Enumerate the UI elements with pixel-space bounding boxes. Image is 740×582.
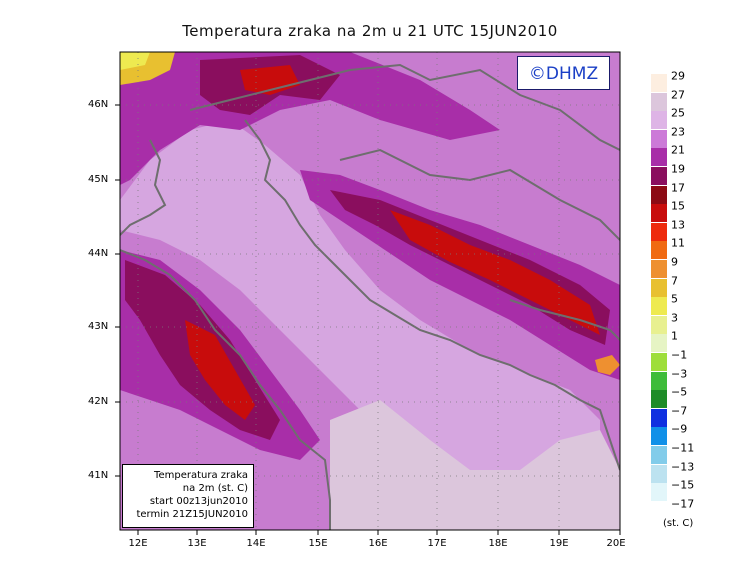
lat-label: 43N [88, 321, 109, 332]
legend-label: 15 [671, 199, 685, 213]
country-border-2 [339, 148, 620, 241]
legend-label: −17 [671, 497, 695, 511]
italy-coastline [120, 139, 331, 530]
legend-swatch [651, 353, 667, 371]
hot-core-dinaric [390, 210, 600, 335]
hot-core-north [240, 65, 300, 95]
info-line-2: na 2m (st. C) [182, 483, 248, 494]
info-line-4: termin 21Z15JUN2010 [136, 509, 248, 520]
legend-swatch [651, 185, 667, 204]
legend-label: 21 [671, 143, 685, 157]
legend-swatch [651, 222, 667, 241]
legend-swatch [651, 446, 667, 464]
legend-swatch [651, 111, 667, 130]
legend-label: 13 [671, 218, 685, 232]
legend-label: −9 [671, 422, 688, 436]
legend-swatch [651, 167, 667, 185]
legend-label: 9 [671, 255, 678, 269]
legend-swatch [651, 278, 667, 297]
hot-core-italy [185, 320, 255, 420]
legend-label: −5 [671, 385, 688, 399]
lon-label: 19E [549, 538, 569, 549]
country-border-3 [509, 299, 620, 341]
info-line-3: start 00z13jun2010 [149, 496, 248, 507]
balkan-coastline [244, 119, 620, 471]
lat-label: 45N [88, 174, 109, 185]
legend-label: 19 [671, 162, 685, 176]
map-frame [119, 51, 621, 531]
legend-swatch [651, 464, 667, 483]
country-border-1 [189, 63, 620, 151]
legend-label: −13 [671, 460, 695, 474]
legend-swatch [651, 204, 667, 223]
legend-swatch [651, 390, 667, 409]
legend-label: −1 [671, 348, 688, 362]
legend-swatch [651, 501, 667, 520]
lon-label: 17E [427, 538, 447, 549]
legend-label: 25 [671, 106, 685, 120]
legend-swatch [651, 260, 667, 278]
legend-label: 5 [671, 292, 678, 306]
legend-swatch [651, 92, 667, 111]
info-box: Temperatura zraka na 2m (st. C) start 00… [122, 464, 254, 528]
legend-swatch [651, 129, 667, 148]
lat-label: 42N [88, 396, 109, 407]
legend-swatch [651, 371, 667, 390]
legend-label: 23 [671, 125, 685, 139]
map-title: Temperatura zraka na 2m u 21 UTC 15JUN20… [182, 22, 558, 40]
legend-label: 7 [671, 274, 678, 288]
lon-label: 14E [246, 538, 266, 549]
legend-swatch [651, 148, 667, 167]
legend-label: 3 [671, 311, 678, 325]
legend-swatch [651, 315, 667, 334]
legend-label: 11 [671, 236, 685, 250]
lon-label: 13E [187, 538, 207, 549]
legend-label: −11 [671, 441, 695, 455]
legend-swatch [651, 74, 667, 92]
legend-swatch [651, 427, 667, 446]
legend-swatch [651, 408, 667, 427]
hot-spot-montenegro [595, 355, 620, 375]
lat-label: 44N [88, 248, 109, 259]
adriatic-sea [120, 120, 600, 530]
dhmz-logo: ©DHMZ [517, 56, 610, 90]
info-line-1: Temperatura zraka [154, 470, 248, 481]
legend-unit: (st. C) [663, 518, 694, 529]
legend-label: 29 [671, 69, 685, 83]
lon-label: 12E [128, 538, 148, 549]
legend-label: −3 [671, 367, 688, 381]
ionian-sea [330, 400, 620, 530]
lat-label: 41N [88, 470, 109, 481]
lat-label: 46N [88, 99, 109, 110]
legend-swatch [651, 297, 667, 316]
legend-swatch [651, 483, 667, 502]
lon-label: 18E [488, 538, 508, 549]
legend-swatch [651, 334, 667, 353]
legend-label: 17 [671, 181, 685, 195]
lon-label: 15E [308, 538, 328, 549]
legend-swatch [651, 241, 667, 260]
legend-label: 27 [671, 88, 685, 102]
legend-label: 1 [671, 329, 678, 343]
legend-label: −7 [671, 404, 688, 418]
lon-label: 16E [368, 538, 388, 549]
lon-label: 20E [606, 538, 626, 549]
legend-label: −15 [671, 478, 695, 492]
